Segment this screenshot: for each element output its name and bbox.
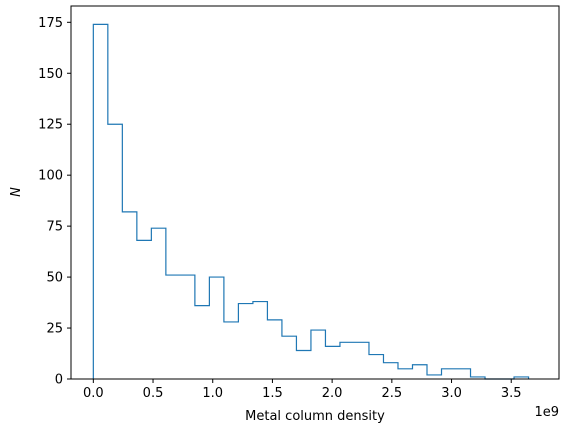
x-tick-label: 3.5: [501, 386, 522, 401]
x-axis-offset-text: 1e9: [534, 405, 559, 420]
y-tick-label: 150: [38, 67, 63, 82]
x-tick-label: 0.0: [83, 386, 104, 401]
y-tick-label: 0: [55, 373, 63, 388]
plot-frame: [70, 5, 560, 380]
histogram-step-outline: [92, 23, 530, 380]
y-axis-ticks: 0 25 50 75 100 125 150 175: [38, 16, 71, 388]
y-tick-label: 125: [38, 118, 63, 133]
y-tick-label: 75: [46, 220, 63, 235]
x-axis-label: Metal column density: [245, 409, 385, 424]
plot-background: [71, 6, 559, 379]
x-tick-label: 3.0: [441, 386, 462, 401]
x-axis-ticks: 0.0 0.5 1.0 1.5 2.0 2.5 3.0 3.5: [83, 379, 522, 401]
x-tick-label: 2.0: [322, 386, 343, 401]
x-tick-label: 1.0: [202, 386, 223, 401]
x-tick-label: 0.5: [143, 386, 164, 401]
y-tick-label: 25: [46, 322, 63, 337]
x-tick-label: 1.5: [262, 386, 283, 401]
y-axis-label: N: [9, 187, 24, 197]
y-tick-label: 100: [38, 169, 63, 184]
y-tick-label: 175: [38, 16, 63, 31]
y-tick-label: 50: [46, 271, 63, 286]
x-tick-label: 2.5: [381, 386, 402, 401]
